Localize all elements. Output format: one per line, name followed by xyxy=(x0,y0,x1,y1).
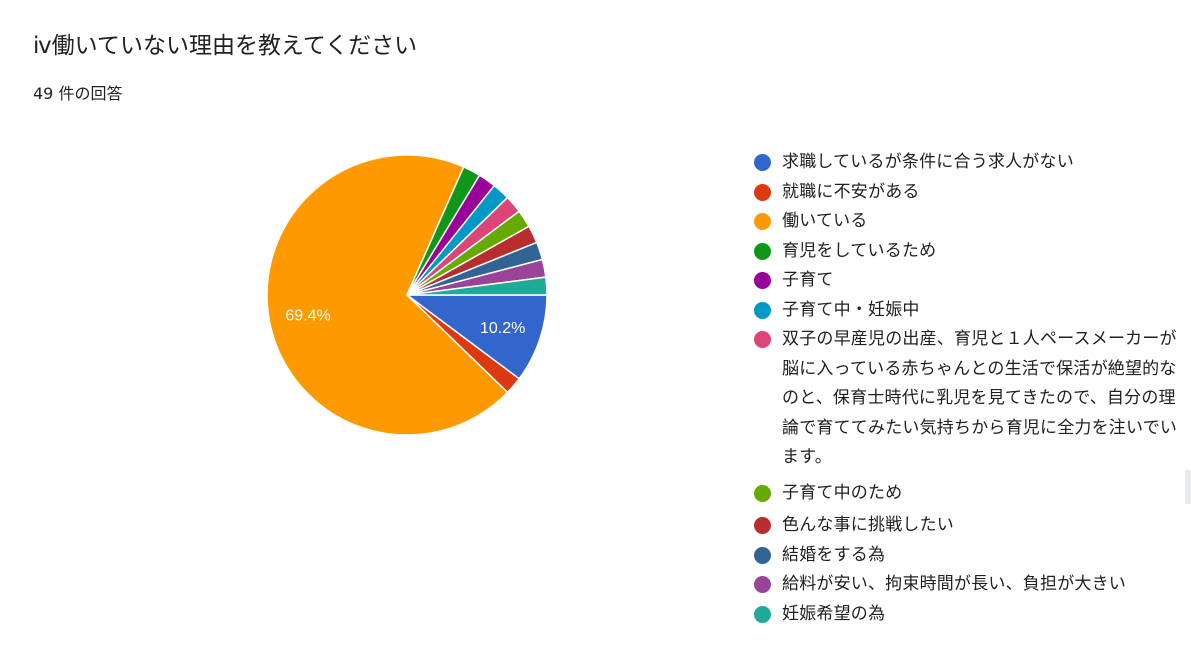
legend-label: 結婚をする為 xyxy=(782,544,886,565)
legend-item[interactable]: 双子の早産児の出産、育児と１人ペースメーカーが脳に入っている赤ちゃんとの生活で保… xyxy=(752,325,1182,473)
legend-label: 妊娠希望の為 xyxy=(782,603,886,624)
legend-item[interactable]: 子育て中・妊娠中 xyxy=(752,296,1182,326)
legend-swatch xyxy=(754,213,771,230)
legend-label: 働いている xyxy=(782,211,868,231)
legend-swatch xyxy=(754,183,771,201)
legend-swatch xyxy=(754,605,771,623)
pie-slice-11[interactable] xyxy=(406,276,548,296)
legend-swatch xyxy=(754,576,771,593)
legend-swatch xyxy=(754,272,771,289)
legend-item[interactable]: 子育て中のため xyxy=(752,479,1182,509)
legend-label: 子育て中・妊娠中 xyxy=(782,299,920,320)
pie-slice-label-0: 10.2% xyxy=(480,320,525,337)
legend-label: 子育て中のため xyxy=(782,482,903,503)
legend-swatch xyxy=(754,517,771,534)
legend-item[interactable]: 結婚をする為 xyxy=(752,541,1182,571)
legend-swatch xyxy=(754,154,771,171)
legend-swatch xyxy=(754,484,771,502)
legend-item[interactable]: 就職に不安がある xyxy=(752,178,1182,208)
legend-item[interactable]: 求職しているが条件に合う求人がない xyxy=(752,148,1182,178)
legend-swatch xyxy=(754,242,771,260)
legend-swatch xyxy=(754,331,771,348)
legend-swatch xyxy=(754,301,771,319)
legend-label: 双子の早産児の出産、育児と１人ペースメーカーが脳に入っている赤ちゃんとの生活で保… xyxy=(782,329,1178,467)
pie-slice-0[interactable] xyxy=(404,294,548,380)
legend-label: 求職しているが条件に合う求人がない xyxy=(782,152,1074,172)
legend-label: 育児をしているため xyxy=(782,240,937,261)
legend-item[interactable]: 働いている xyxy=(752,207,1182,237)
legend-label: 色んな事に挑戦したい xyxy=(782,515,954,535)
legend-label: 子育て xyxy=(782,270,834,290)
page-title: ⅳ働いていない理由を教えてください xyxy=(33,33,418,59)
response-count: 49 件の回答 xyxy=(33,84,123,103)
legend-label: 就職に不安がある xyxy=(782,181,920,202)
legend-item[interactable]: 妊娠希望の為 xyxy=(752,600,1182,630)
pie-slice-label-2: 69.4% xyxy=(285,307,330,324)
legend-item[interactable]: 色んな事に挑戦したい xyxy=(752,511,1182,541)
legend-label: 給料が安い、拘束時間が長い、負担が大きい xyxy=(782,574,1126,594)
legend-item[interactable]: 給料が安い、拘束時間が長い、負担が大きい xyxy=(752,570,1182,600)
legend-swatch xyxy=(754,546,771,564)
pie-chart: 10.2% 69.4% xyxy=(266,154,548,436)
pie-slice-2[interactable] xyxy=(266,154,509,436)
legend-item[interactable]: 育児をしているため xyxy=(752,237,1182,267)
legend-item[interactable]: 子育て xyxy=(752,266,1182,296)
scrollbar-track[interactable] xyxy=(1185,470,1191,504)
chart-legend: 求職しているが条件に合う求人がない 就職に不安がある 働いている育児をしているため子… xyxy=(752,148,1182,629)
